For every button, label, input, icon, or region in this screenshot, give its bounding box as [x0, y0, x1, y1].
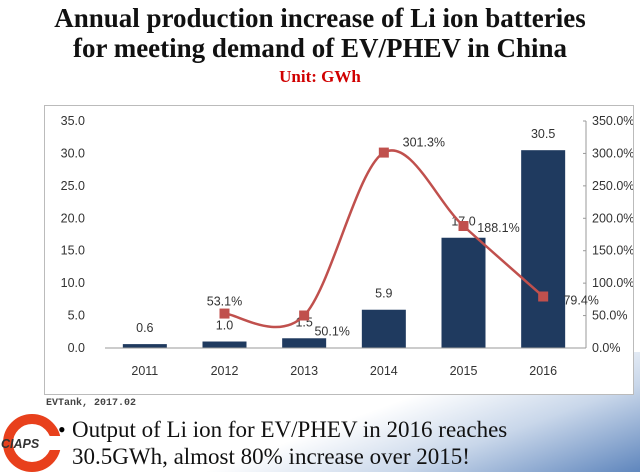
right-axis-tick-label: 0.0%	[592, 341, 621, 355]
growth-point-2012	[219, 308, 230, 319]
bullet-icon: •	[58, 417, 66, 442]
growth-value-label: 301.3%	[403, 136, 445, 150]
svg-text:CIAPS: CIAPS	[1, 437, 40, 451]
left-axis-tick-label: 5.0	[68, 309, 85, 323]
x-axis-tick-label: 2014	[370, 364, 398, 378]
left-axis-tick-label: 15.0	[61, 244, 85, 258]
right-axis-tick-label: 50.0%	[592, 309, 627, 323]
unit-label: Unit: GWh	[279, 67, 361, 86]
right-axis-tick-label: 100.0%	[592, 276, 633, 290]
bar-2012	[202, 341, 247, 348]
bar-2013	[282, 338, 327, 348]
left-axis-tick-label: 20.0	[61, 211, 85, 225]
growth-point-2015	[458, 221, 469, 232]
title-line-1: Annual production increase of Li ion bat…	[54, 3, 586, 33]
x-axis-tick-label: 2015	[450, 364, 478, 378]
x-axis-tick-label: 2012	[211, 364, 239, 378]
growth-value-label: 79.4%	[563, 294, 598, 308]
left-axis-tick-label: 35.0	[61, 114, 85, 128]
growth-point-2014	[378, 147, 389, 158]
growth-value-label: 50.1%	[314, 325, 349, 339]
growth-value-label: 53.1%	[207, 295, 242, 309]
left-axis-tick-label: 25.0	[61, 179, 85, 193]
x-axis-tick-label: 2011	[131, 364, 158, 378]
bar-2011	[122, 344, 167, 348]
x-axis-tick-label: 2016	[529, 364, 557, 378]
left-axis-tick-label: 10.0	[61, 276, 85, 290]
bullet-text-line-2: 30.5GWh, almost 80% increase over 2015!	[72, 444, 470, 469]
bar-value-label: 0.6	[136, 321, 153, 335]
growth-point-2016	[538, 291, 549, 302]
bar-2015	[441, 237, 486, 348]
bar-value-label: 30.5	[531, 127, 555, 141]
x-axis-tick-label: 2013	[290, 364, 318, 378]
chart: 0.0 5.0 10.0 15.0 20.0 25.0 30.0 35.0 0.0% 50.0% 1…	[61, 114, 635, 378]
right-axis-tick-label: 200.0%	[592, 211, 633, 225]
growth-value-label: 188.1%	[477, 221, 519, 235]
left-axis-tick-label: 30.0	[61, 146, 85, 160]
growth-point-2013	[299, 310, 310, 321]
left-axis-tick-label: 0.0	[68, 341, 85, 355]
bar-2016	[521, 150, 566, 348]
bar-value-label: 5.9	[375, 287, 392, 301]
bar-2014	[361, 309, 406, 348]
right-axis-tick-label: 350.0%	[592, 114, 633, 128]
bar-value-label: 1.0	[216, 319, 233, 333]
right-axis-tick-label: 300.0%	[592, 146, 633, 160]
right-axis-tick-label: 250.0%	[592, 179, 633, 193]
bullet-text-line-1: Output of Li ion for EV/PHEV in 2016 rea…	[72, 417, 508, 442]
chart-frame: 0.0 5.0 10.0 15.0 20.0 25.0 30.0 35.0 0.0% 50.0% 1…	[44, 105, 634, 395]
right-axis-tick-label: 150.0%	[592, 244, 633, 258]
title-line-2: for meeting demand of EV/PHEV in China	[72, 33, 568, 63]
source-label: EVTank, 2017.02	[46, 398, 137, 409]
ciaps-logo: CIAPS	[1, 414, 62, 472]
